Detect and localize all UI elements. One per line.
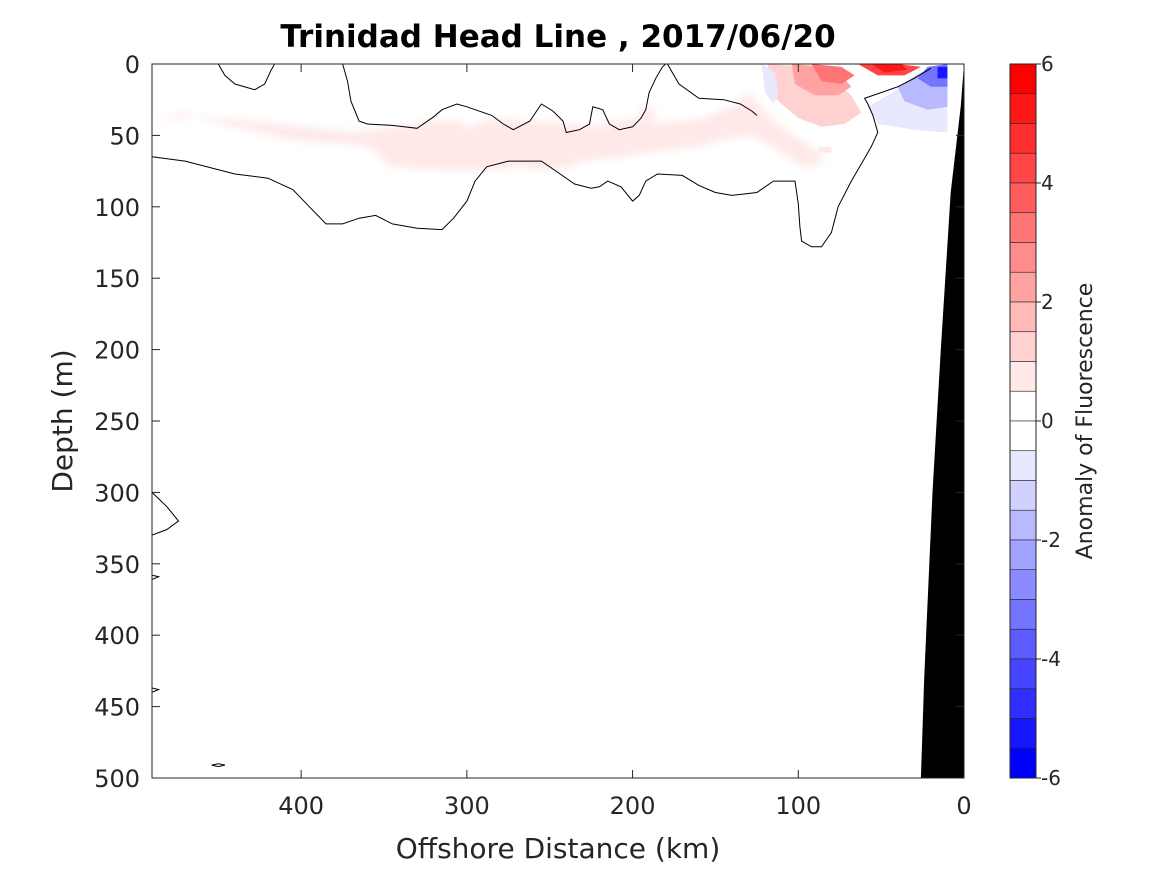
positive-anomaly-patch-2 (639, 106, 656, 124)
colorbar-level-6 (1009, 242, 1037, 273)
zero-contour-5 (152, 574, 161, 580)
negative-anomaly-core (937, 66, 948, 79)
colorbar-level-13 (1009, 450, 1037, 481)
zero-contour-layer (152, 64, 932, 768)
zero-contour-1 (217, 64, 276, 91)
x-tick-label-4: 0 (956, 792, 971, 820)
colorbar-label: Anomaly of Fluorescence (1073, 283, 1098, 560)
y-tick-label-9: 450 (94, 694, 140, 722)
colorbar-level-8 (1009, 301, 1037, 333)
colorbar-tick-label-6: -6 (1041, 766, 1061, 790)
chart-title: Trinidad Head Line , 2017/06/20 (280, 19, 835, 55)
colorbar (1009, 63, 1037, 779)
positive-anomaly-peak (871, 64, 908, 73)
x-tick-label-0: 400 (278, 792, 324, 820)
colorbar-level-9 (1009, 331, 1037, 362)
y-axis-ticks: 0 50 100 150 200 250 300 350 400 450 500 (94, 51, 964, 793)
y-axis-label: Depth (m) (46, 349, 79, 492)
zero-contour-7 (211, 763, 226, 768)
positive-anomaly-small (818, 146, 832, 153)
x-axis-label: Offshore Distance (km) (396, 832, 721, 865)
zero-contour-6 (152, 687, 161, 693)
colorbar-level-4 (1009, 182, 1037, 214)
positive-anomaly-patch-1 (430, 121, 467, 139)
colorbar-level-2 (1009, 123, 1037, 154)
colorbar-tick-label-1: 4 (1041, 171, 1054, 195)
colorbar-level-7 (1009, 271, 1037, 303)
colorbar-level-20 (1009, 658, 1037, 690)
colorbar-level-21 (1009, 688, 1037, 719)
y-tick-label-6: 300 (94, 479, 140, 507)
y-tick-label-1: 50 (109, 122, 140, 150)
zero-contour-3 (666, 64, 758, 116)
zero-contour-4 (152, 492, 180, 536)
y-tick-label-0: 0 (125, 51, 140, 79)
y-tick-label-8: 400 (94, 622, 140, 650)
colorbar-tick-label-3: 0 (1041, 409, 1054, 433)
zero-contour-0 (152, 67, 932, 248)
x-tick-label-3: 100 (775, 792, 821, 820)
y-tick-label-3: 150 (94, 265, 140, 293)
positive-anomaly-core (765, 64, 862, 127)
y-tick-label-4: 200 (94, 337, 140, 365)
colorbar-level-18 (1009, 599, 1037, 630)
colorbar-tick-label-0: 6 (1041, 52, 1054, 76)
colorbar-level-3 (1009, 152, 1037, 184)
seafloor-bathymetry (920, 64, 964, 778)
colorbar-level-0 (1009, 63, 1037, 95)
colorbar-level-11 (1009, 390, 1037, 422)
colorbar-tick-label-4: -2 (1041, 528, 1061, 552)
colorbar-level-15 (1009, 509, 1037, 541)
colorbar-ticks: 6 4 2 0 -2 -4 -6 (1036, 52, 1061, 790)
y-tick-label-2: 100 (94, 194, 140, 222)
positive-anomaly-level-3 (811, 64, 855, 84)
colorbar-level-16 (1009, 539, 1037, 571)
colorbar-tick-label-5: -4 (1041, 647, 1061, 671)
y-tick-label-7: 350 (94, 551, 140, 579)
colorbar-level-17 (1009, 569, 1037, 600)
negative-anomaly-small (761, 64, 779, 104)
x-tick-label-1: 300 (444, 792, 490, 820)
colorbar-level-10 (1009, 361, 1037, 392)
colorbar-level-1 (1009, 93, 1037, 124)
plot-area (152, 64, 964, 778)
anomaly-fill-layer (152, 64, 948, 170)
positive-anomaly-offshore (152, 92, 825, 170)
y-tick-label-5: 250 (94, 408, 140, 436)
colorbar-level-5 (1009, 212, 1037, 243)
colorbar-level-14 (1009, 480, 1037, 511)
x-tick-label-2: 200 (610, 792, 656, 820)
colorbar-tick-label-2: 2 (1041, 290, 1054, 314)
colorbar-level-22 (1009, 718, 1037, 749)
colorbar-level-12 (1009, 420, 1037, 452)
zero-contour-2 (342, 64, 667, 134)
colorbar-level-19 (1009, 628, 1037, 660)
x-axis-ticks: 400 300 200 100 0 (278, 64, 972, 820)
colorbar-level-23 (1009, 747, 1037, 779)
y-tick-label-10: 500 (94, 765, 140, 793)
